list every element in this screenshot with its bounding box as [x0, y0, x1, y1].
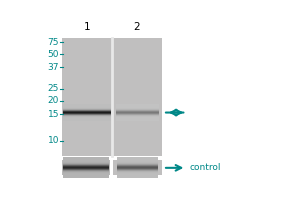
Text: 2: 2 [134, 22, 140, 32]
Bar [113, 160, 162, 175]
Bar [62, 160, 110, 175]
Text: 50: 50 [48, 50, 59, 59]
Bar [62, 38, 162, 156]
Text: 75: 75 [48, 38, 59, 47]
Text: 10: 10 [48, 136, 59, 145]
Text: 25: 25 [48, 84, 59, 93]
Text: 15: 15 [48, 110, 59, 119]
Text: 20: 20 [48, 96, 59, 105]
Text: 1: 1 [84, 22, 90, 32]
Text: 37: 37 [48, 63, 59, 72]
Text: control: control [190, 163, 221, 172]
